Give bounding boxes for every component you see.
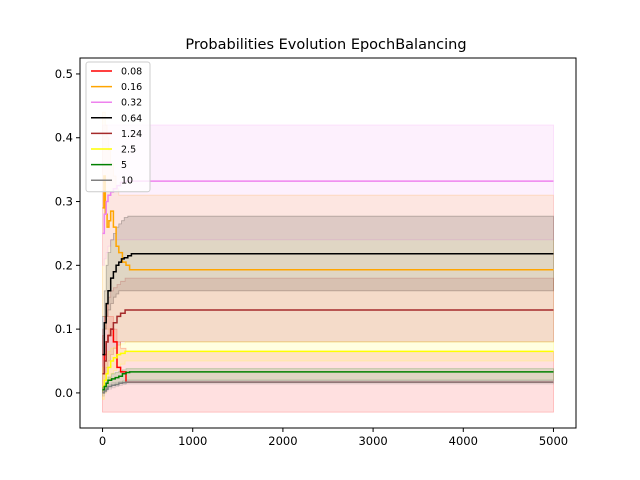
x-tick-label: 0 [99, 434, 106, 448]
y-tick-label: 0.5 [55, 67, 73, 81]
plot-area [102, 111, 554, 413]
y-tick-label: 0.3 [55, 195, 73, 209]
legend-label-1-24: 1.24 [121, 129, 142, 140]
x-axis: 0 1000 2000 3000 4000 5000 [99, 428, 568, 448]
series-line-10 [102, 381, 554, 394]
x-tick-label: 3000 [358, 434, 387, 448]
series-line-1-24 [102, 309, 554, 375]
y-tick-label: 0.2 [55, 258, 73, 272]
band-0-64 [102, 215, 554, 355]
legend: 0.08 0.16 0.32 0.64 1.24 2.5 5 10 [85, 61, 151, 193]
series-line-0-16 [102, 175, 554, 271]
legend-label-5: 5 [121, 160, 127, 171]
y-tick-label: 0.0 [55, 386, 73, 400]
x-tick-label: 4000 [449, 434, 478, 448]
axes-frame [79, 57, 577, 429]
chart-title: Probabilities Evolution EpochBalancing [185, 37, 466, 53]
y-tick-label: 0.1 [55, 322, 73, 336]
legend-label-2-5: 2.5 [121, 145, 136, 156]
x-tick-label: 5000 [539, 434, 568, 448]
band-2-5 [102, 341, 554, 400]
legend-label-0-16: 0.16 [121, 82, 142, 93]
legend-frame [85, 61, 151, 193]
series-line-0-64 [102, 253, 554, 356]
y-axis: 0.0 0.1 0.2 0.3 0.4 0.5 [55, 67, 80, 400]
x-tick-label: 1000 [178, 434, 207, 448]
x-tick-label: 2000 [268, 434, 297, 448]
legend-label-0-08: 0.08 [121, 67, 142, 78]
y-tick-label: 0.4 [55, 131, 73, 145]
series-line-5 [102, 371, 554, 391]
legend-label-10: 10 [121, 176, 133, 187]
legend-label-0-32: 0.32 [121, 98, 142, 109]
series-line-2-5 [102, 350, 554, 388]
legend-label-0-64: 0.64 [121, 113, 142, 124]
confidence-bands [102, 111, 554, 413]
